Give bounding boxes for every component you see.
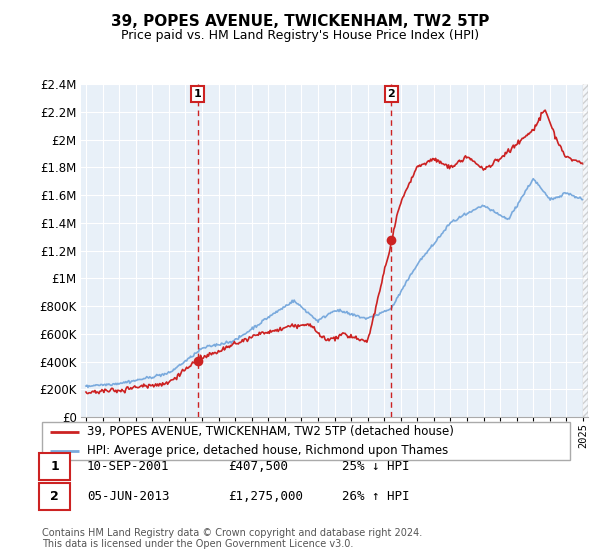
Text: Price paid vs. HM Land Registry's House Price Index (HPI): Price paid vs. HM Land Registry's House … (121, 29, 479, 42)
Text: 05-JUN-2013: 05-JUN-2013 (87, 489, 170, 503)
Text: 2: 2 (50, 489, 59, 503)
Text: 26% ↑ HPI: 26% ↑ HPI (342, 489, 409, 503)
Text: £1,275,000: £1,275,000 (228, 489, 303, 503)
Text: 1: 1 (194, 89, 202, 99)
Text: 39, POPES AVENUE, TWICKENHAM, TW2 5TP (detached house): 39, POPES AVENUE, TWICKENHAM, TW2 5TP (d… (87, 425, 454, 438)
Text: Contains HM Land Registry data © Crown copyright and database right 2024.
This d: Contains HM Land Registry data © Crown c… (42, 528, 422, 549)
Text: £407,500: £407,500 (228, 460, 288, 473)
Text: 39, POPES AVENUE, TWICKENHAM, TW2 5TP: 39, POPES AVENUE, TWICKENHAM, TW2 5TP (111, 14, 489, 29)
Text: 1: 1 (50, 460, 59, 473)
Text: 25% ↓ HPI: 25% ↓ HPI (342, 460, 409, 473)
Text: 2: 2 (388, 89, 395, 99)
Text: HPI: Average price, detached house, Richmond upon Thames: HPI: Average price, detached house, Rich… (87, 444, 448, 458)
Text: 10-SEP-2001: 10-SEP-2001 (87, 460, 170, 473)
